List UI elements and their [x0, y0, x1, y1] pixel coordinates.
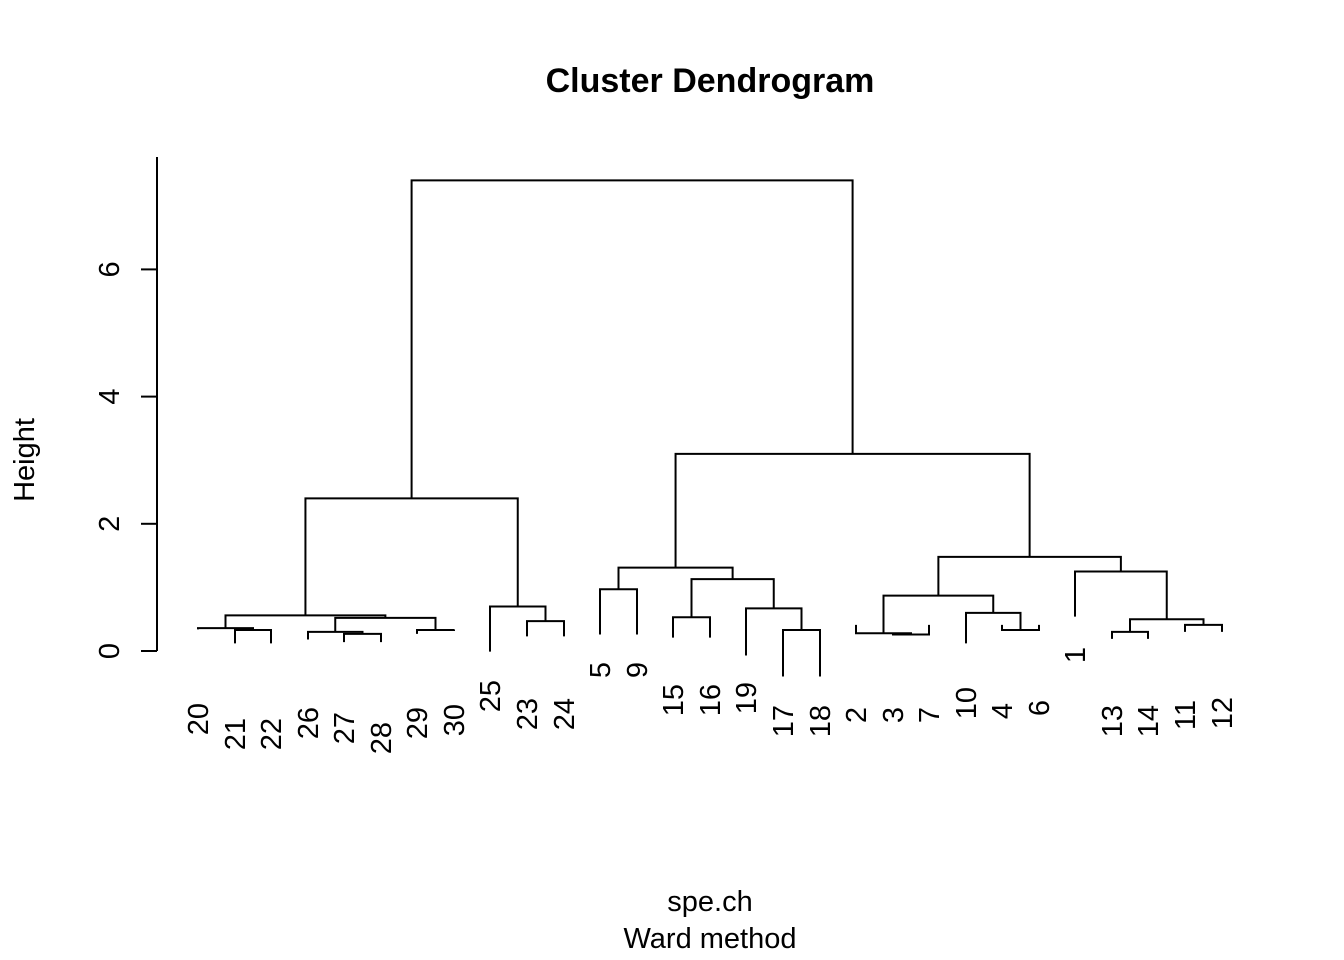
dendrogram-branch [1074, 570, 1168, 620]
leaf-label: 30 [439, 704, 471, 736]
dendrogram-branch [690, 578, 775, 618]
dendrogram-branch [937, 555, 1122, 596]
dendrogram-branch [674, 452, 1031, 568]
leaf-label: 24 [549, 698, 581, 730]
leaf-label: 6 [1024, 700, 1056, 716]
dendrogram-branch [965, 611, 1022, 644]
y-tick-label: 2 [94, 516, 126, 532]
y-tick-label: 0 [94, 643, 126, 659]
chart-title: Cluster Dendrogram [546, 62, 875, 100]
leaf-label: 13 [1097, 705, 1129, 737]
dendrogram-branch [672, 616, 711, 638]
dendrogram-branch [526, 620, 565, 637]
dendrogram-branch [410, 179, 854, 499]
leaf-label: 12 [1207, 697, 1239, 729]
chart-subtitle: Ward method [624, 923, 797, 955]
dendrogram-branch [892, 624, 930, 636]
y-axis: 0 2 4 6 [94, 157, 158, 659]
leaf-label: 3 [878, 707, 910, 723]
leaf-label: 9 [622, 662, 654, 678]
dendrogram-branch [343, 632, 382, 643]
leaf-label: 4 [987, 703, 1019, 719]
dendrogram-branch [416, 629, 455, 634]
x-axis-label: spe.ch [667, 886, 752, 918]
dendrogram-branch [882, 594, 995, 634]
dendrogram-branch [745, 607, 803, 656]
leaf-label: 16 [695, 684, 727, 716]
leaf-label: 28 [366, 722, 398, 754]
dendrogram-branch [334, 616, 437, 632]
leaf-label: 22 [256, 718, 288, 750]
dendrogram-branch [304, 497, 519, 616]
dendrogram-branch [599, 588, 638, 635]
leaf-label: 5 [585, 662, 617, 678]
leaf-label: 18 [805, 705, 837, 737]
leaf-label: 15 [658, 684, 690, 716]
dendrogram-branch [617, 566, 734, 590]
leaf-label: 2 [841, 707, 873, 723]
y-axis-label: Height [9, 418, 41, 502]
leaf-label: 11 [1170, 700, 1202, 730]
leaf-label: 14 [1133, 705, 1165, 737]
dendrogram-branch [782, 629, 821, 677]
leaf-label: 25 [475, 680, 507, 712]
dendrogram-branch [1129, 618, 1205, 632]
dendrogram-branches [197, 179, 1223, 677]
dendrogram-branch [1111, 630, 1149, 639]
leaf-label: 29 [402, 707, 434, 739]
leaf-label: 27 [329, 712, 361, 744]
y-tick-label: 4 [94, 389, 126, 405]
leaf-label: 21 [220, 718, 252, 750]
leaf-label: 10 [951, 687, 983, 719]
leaf-label: 23 [512, 698, 544, 730]
dendrogram-branch [234, 629, 272, 644]
dendrogram-branch [1184, 623, 1223, 632]
leaf-label: 1 [1060, 647, 1092, 663]
leaf-label: 7 [914, 707, 946, 723]
leaf-label: 20 [183, 703, 215, 735]
dendrogram-branch [1001, 624, 1040, 632]
y-tick-label: 6 [94, 261, 126, 277]
dendrogram-branch [224, 614, 387, 629]
dendrogram-branch [489, 605, 547, 652]
leaf-label: 26 [293, 707, 325, 739]
leaf-label: 19 [731, 682, 763, 714]
leaf-label: 17 [768, 705, 800, 737]
